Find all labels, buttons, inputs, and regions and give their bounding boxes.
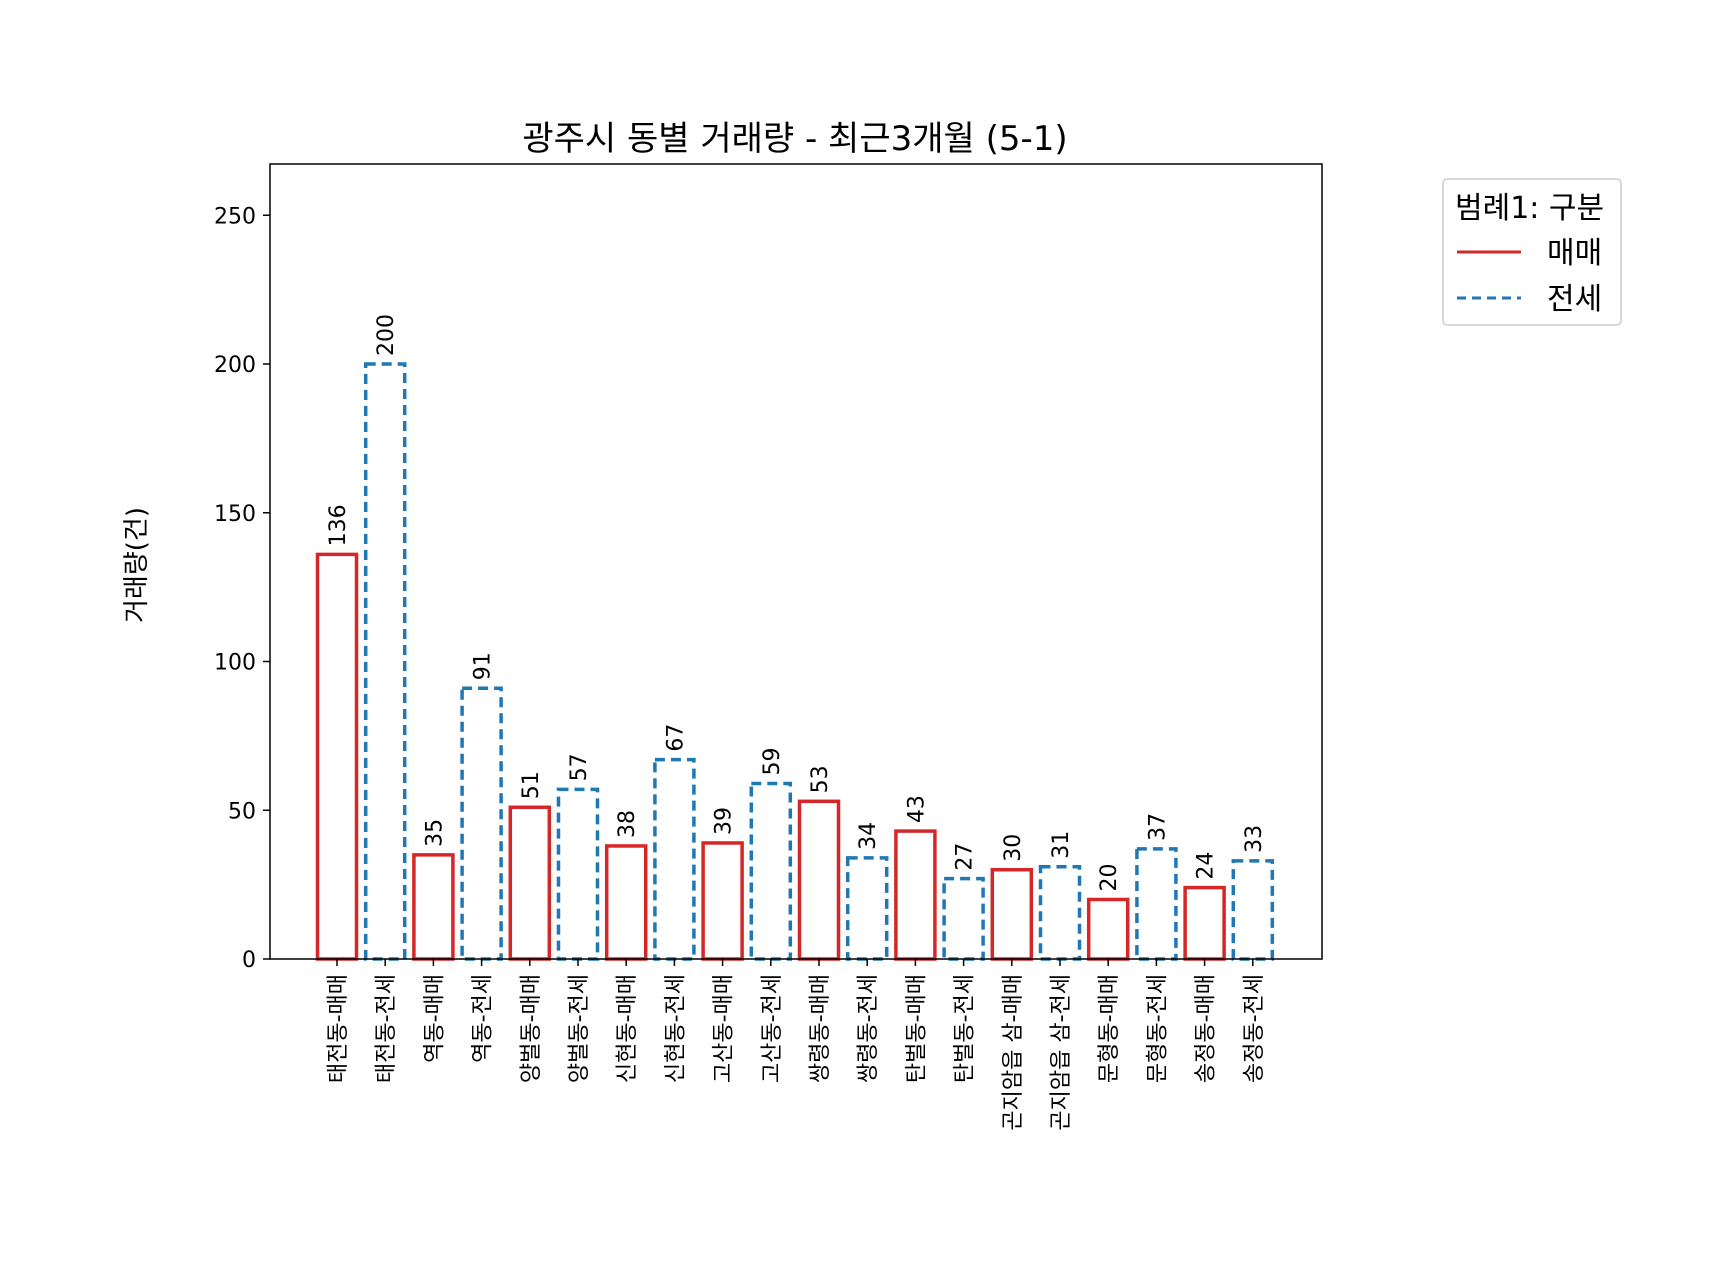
- bar-sale: [797, 799, 841, 961]
- data-label: 53: [808, 765, 833, 793]
- bar-lease: [556, 787, 600, 961]
- x-tick-label: 역동-전세: [471, 974, 496, 1063]
- bar-lease: [363, 362, 407, 961]
- bar-sale: [1183, 885, 1226, 961]
- bar-lease: [942, 876, 985, 961]
- bar-sale: [315, 552, 359, 961]
- legend: 범례1: 구분 매매 전세: [1442, 178, 1622, 326]
- data-label: 67: [663, 724, 688, 752]
- x-tick-label: 양벌동-매매: [519, 974, 544, 1083]
- x-tick-label: 문형동-전세: [1145, 974, 1170, 1083]
- data-label: 20: [1097, 864, 1122, 892]
- data-label: 30: [1001, 834, 1026, 862]
- x-tick-label: 쌍령동-매매: [808, 974, 833, 1083]
- x-tick-label: 곤지암읍 삼-전세: [1049, 974, 1074, 1131]
- bar-lease: [845, 856, 889, 961]
- bar-sale: [508, 805, 552, 961]
- bar-sale: [412, 853, 455, 961]
- bar-sale: [604, 844, 648, 961]
- data-label: 51: [519, 771, 544, 799]
- bar-sale: [701, 841, 744, 961]
- data-label: 200: [374, 314, 399, 356]
- data-label: 59: [760, 747, 785, 775]
- x-tick-label: 고산동-매매: [712, 974, 737, 1083]
- bar-lease: [653, 757, 696, 961]
- plot-area: 0 50 100 150 200 250 136 태전동-매매 200 태전동-전세 35 역동-매매…: [214, 204, 1275, 1131]
- legend-label-lease: 전세: [1547, 282, 1602, 317]
- x-tick-label: 양벌동-전세: [567, 974, 592, 1083]
- bar-lease: [1038, 865, 1082, 961]
- data-label: 27: [953, 843, 978, 871]
- x-tick-label: 태전동-전세: [374, 974, 399, 1083]
- legend-box: [1442, 178, 1622, 326]
- data-label: 35: [422, 819, 447, 847]
- data-label: 91: [471, 652, 496, 680]
- data-label: 37: [1145, 813, 1170, 841]
- bar-sale: [1086, 897, 1130, 961]
- x-tick-label: 신현동-전세: [663, 974, 688, 1083]
- bar-lease: [460, 686, 503, 961]
- x-tick-label: 탄벌동-매매: [904, 974, 929, 1083]
- data-label: 34: [856, 822, 881, 850]
- chart-title: 광주시 동별 거래량 - 최근3개월 (5-1): [522, 119, 1067, 159]
- y-axis-label: 거래량(건): [122, 507, 152, 623]
- data-label: 33: [1242, 825, 1267, 853]
- x-tick-label: 신현동-매매: [615, 974, 640, 1083]
- bar-lease: [749, 781, 793, 961]
- y-tick-label: 150: [214, 502, 256, 527]
- x-tick-label: 송정동-매매: [1194, 974, 1219, 1083]
- x-tick-label: 고산동-전세: [760, 974, 785, 1083]
- legend-title: 범례1: 구분: [1455, 191, 1604, 226]
- x-tick-label: 쌍령동-전세: [856, 974, 881, 1083]
- legend-label-sale: 매매: [1547, 236, 1602, 271]
- x-tick-label: 문형동-매매: [1097, 974, 1122, 1083]
- y-tick-label: 0: [242, 948, 256, 973]
- y-tick-label: 100: [214, 651, 256, 676]
- data-label: 39: [712, 807, 737, 835]
- bar-lease: [1231, 859, 1275, 961]
- y-tick-label: 50: [228, 799, 256, 824]
- x-tick-label: 송정동-전세: [1242, 974, 1267, 1083]
- x-tick-label: 태전동-매매: [326, 974, 351, 1083]
- data-label: 31: [1049, 831, 1074, 859]
- y-tick-label: 250: [214, 204, 256, 229]
- data-label: 57: [567, 753, 592, 781]
- x-tick-label: 곤지암읍 삼-매매: [1001, 974, 1026, 1131]
- y-tick-label: 200: [214, 353, 256, 378]
- bar-lease: [1135, 847, 1178, 961]
- plot-frame: [269, 163, 1323, 960]
- data-label: 136: [326, 504, 351, 546]
- data-label: 24: [1194, 852, 1219, 880]
- bar-sale: [990, 868, 1034, 961]
- x-tick-label: 역동-매매: [422, 974, 447, 1063]
- x-tick-label: 탄벌동-전세: [953, 974, 978, 1083]
- data-label: 43: [904, 795, 929, 823]
- data-label: 38: [615, 810, 640, 838]
- bar-sale: [894, 829, 937, 961]
